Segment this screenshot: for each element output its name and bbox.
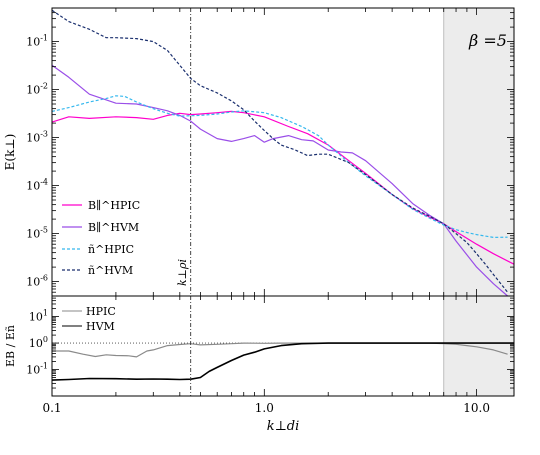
vline-label: k⊥ρi <box>176 259 189 286</box>
legend-label-hvm: HVM <box>86 320 115 333</box>
legend-label-b-hvm: B∥^HVM <box>88 221 139 234</box>
bottom-ytick-label: 101 <box>29 309 48 324</box>
top-shaded-region <box>443 8 514 296</box>
bottom-shaded-region <box>443 296 514 396</box>
x-axis-label: k⊥di <box>267 419 300 434</box>
top-plot-background <box>52 8 514 296</box>
bottom-legend: HPIC HVM <box>62 305 116 333</box>
top-ytick-label: 10-1 <box>26 34 48 49</box>
top-legend: B∥^HPIC B∥^HVM ñ^HPIC ñ^HVM <box>62 199 140 277</box>
bottom-y-axis-label: EB / Eñ <box>4 325 17 367</box>
legend-label-hpic: HPIC <box>86 305 116 318</box>
top-ytick-label: 10-6 <box>26 274 48 289</box>
top-y-axis-label: E(k⊥) <box>3 134 17 171</box>
legend-label-b-hpic: B∥^HPIC <box>88 199 140 212</box>
top-series-line-3 <box>51 9 509 293</box>
bottom-series-line-1 <box>51 342 514 381</box>
legend-label-n-hpic: ñ^HPIC <box>88 243 134 256</box>
bottom-ytick-label: 10-1 <box>26 362 48 377</box>
xtick-label: 1.0 <box>255 401 274 415</box>
top-ytick-label: 10-3 <box>26 130 48 145</box>
top-ytick-label: 10-2 <box>26 82 48 97</box>
top-ytick-label: 10-4 <box>26 178 48 193</box>
bottom-ytick-label: 100 <box>29 335 48 350</box>
top-ytick-label: 10-5 <box>26 226 48 241</box>
beta-annotation: β =5 <box>468 31 507 50</box>
xtick-label: 10.0 <box>463 401 490 415</box>
top-series-line-1 <box>51 64 508 297</box>
legend-label-n-hvm: ñ^HVM <box>88 264 133 277</box>
top-series-line-2 <box>51 95 508 238</box>
xtick-label: 0.1 <box>42 401 61 415</box>
